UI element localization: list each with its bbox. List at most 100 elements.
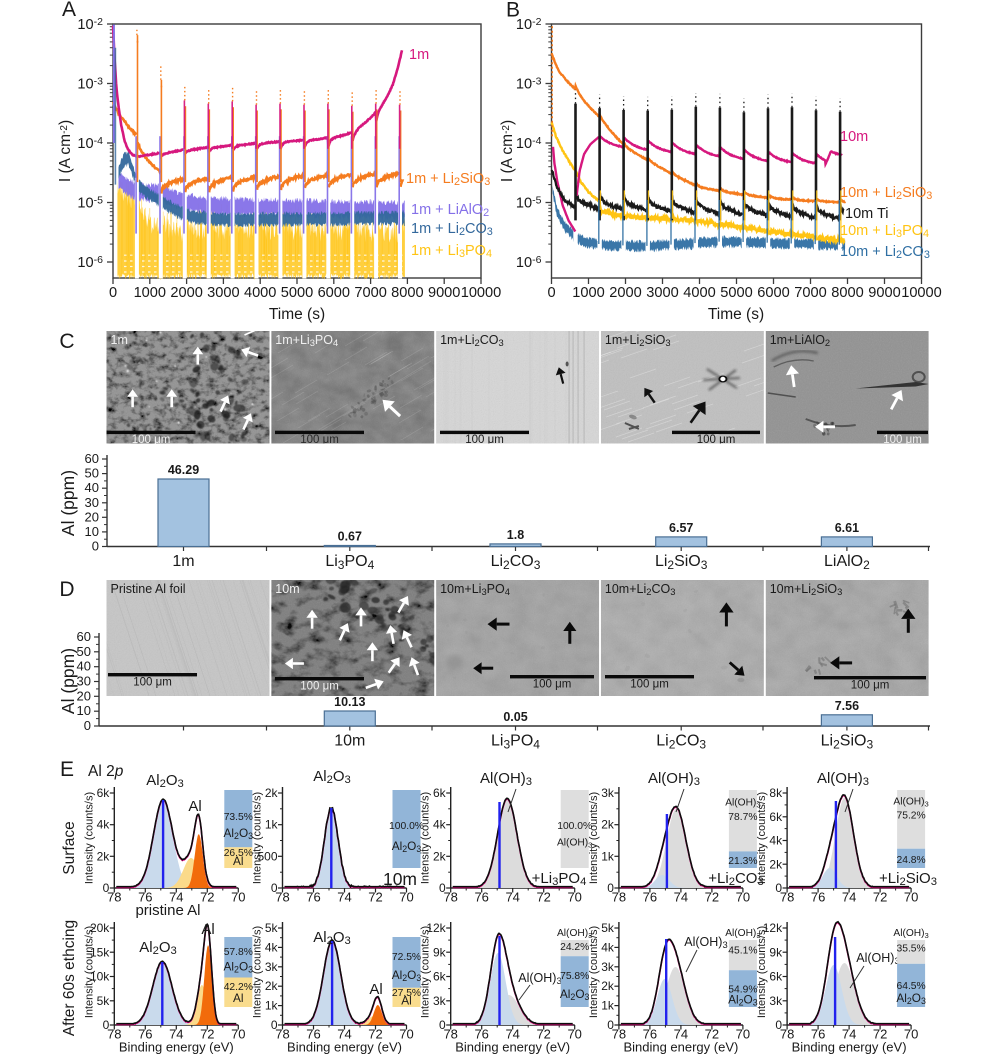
- svg-text:70: 70: [399, 890, 413, 905]
- svg-text:100 μm: 100 μm: [851, 679, 890, 691]
- svg-text:10m + Li2SiO3: 10m + Li2SiO3: [840, 185, 932, 202]
- svg-text:60: 60: [85, 451, 99, 466]
- svg-text:72: 72: [536, 890, 550, 905]
- svg-text:Intensity (counts/s): Intensity (counts/s): [756, 792, 768, 884]
- svg-text:100 μm: 100 μm: [630, 678, 669, 690]
- svg-text:2k: 2k: [265, 786, 279, 800]
- svg-text:75.8%: 75.8%: [560, 971, 589, 982]
- svg-text:10m: 10m: [383, 869, 417, 889]
- svg-text:6.61: 6.61: [835, 521, 859, 535]
- svg-text:Al(OH)3: Al(OH)3: [856, 951, 899, 966]
- svg-text:100 μm: 100 μm: [300, 680, 339, 692]
- svg-text:Li2SiO3: Li2SiO3: [821, 733, 874, 752]
- svg-text:0: 0: [547, 285, 555, 301]
- svg-text:Intensity (counts/s): Intensity (counts/s): [83, 926, 95, 1018]
- svg-text:4k: 4k: [769, 834, 783, 848]
- svg-text:8000: 8000: [391, 285, 423, 301]
- svg-text:+Li2SiO3: +Li2SiO3: [879, 870, 937, 888]
- svg-text:5k: 5k: [97, 994, 111, 1008]
- svg-text:Al(OH)3: Al(OH)3: [817, 770, 869, 788]
- svg-text:57.8%: 57.8%: [224, 947, 253, 958]
- svg-text:Al(OH)3: Al(OH)3: [648, 770, 700, 788]
- svg-text:72: 72: [200, 890, 214, 905]
- svg-text:9k: 9k: [769, 945, 783, 959]
- svg-text:76: 76: [643, 890, 657, 905]
- svg-text:pristine Al: pristine Al: [135, 902, 200, 919]
- svg-text:0.67: 0.67: [338, 530, 362, 544]
- svg-text:3000: 3000: [646, 285, 678, 301]
- svg-text:24.8%: 24.8%: [896, 855, 925, 866]
- svg-text:Time (s): Time (s): [269, 306, 325, 323]
- svg-text:100 μm: 100 μm: [533, 678, 572, 690]
- svg-text:9000: 9000: [868, 285, 900, 301]
- svg-text:Binding energy (eV): Binding energy (eV): [119, 1040, 234, 1055]
- svg-text:1k: 1k: [265, 999, 279, 1013]
- svg-text:Intensity (counts/s): Intensity (counts/s): [756, 926, 768, 1018]
- svg-text:Al(OH)3: Al(OH)3: [480, 770, 532, 788]
- svg-text:A: A: [62, 0, 76, 21]
- svg-text:0: 0: [439, 881, 446, 895]
- svg-text:2k: 2k: [769, 857, 783, 871]
- svg-text:6k: 6k: [433, 786, 447, 800]
- svg-text:3k: 3k: [601, 960, 615, 974]
- svg-text:Al(OH)3: Al(OH)3: [893, 797, 928, 809]
- svg-text:5000: 5000: [281, 285, 313, 301]
- svg-text:2000: 2000: [609, 285, 641, 301]
- svg-text:Al: Al: [369, 981, 382, 998]
- svg-text:30: 30: [77, 674, 91, 689]
- svg-text:21.3%: 21.3%: [728, 856, 757, 867]
- svg-text:2k: 2k: [433, 849, 447, 863]
- svg-text:100 μm: 100 μm: [133, 676, 172, 688]
- svg-text:7.56: 7.56: [835, 699, 859, 713]
- svg-text:Intensity (counts/s): Intensity (counts/s): [420, 792, 432, 884]
- svg-text:0: 0: [103, 881, 110, 895]
- svg-text:Time (s): Time (s): [708, 306, 764, 323]
- svg-text:6k: 6k: [769, 970, 783, 984]
- svg-text:10000: 10000: [901, 285, 942, 301]
- svg-text:Al (ppm): Al (ppm): [58, 470, 78, 536]
- svg-text:Li3PO4: Li3PO4: [491, 733, 540, 752]
- svg-text:24.2%: 24.2%: [560, 942, 589, 953]
- svg-text:5k: 5k: [601, 921, 615, 935]
- svg-text:75.2%: 75.2%: [896, 811, 925, 822]
- svg-text:74: 74: [505, 890, 519, 905]
- svg-text:60: 60: [77, 629, 91, 644]
- svg-text:50: 50: [85, 466, 99, 481]
- svg-text:7000: 7000: [354, 285, 386, 301]
- svg-text:6k: 6k: [433, 970, 447, 984]
- svg-text:0: 0: [271, 1018, 278, 1032]
- svg-text:0.05: 0.05: [503, 710, 527, 724]
- svg-text:1000: 1000: [572, 285, 604, 301]
- svg-text:7000: 7000: [794, 285, 826, 301]
- svg-text:10m+Li2CO3: 10m+Li2CO3: [605, 582, 676, 597]
- svg-text:0: 0: [439, 1018, 446, 1032]
- svg-text:10: 10: [77, 703, 91, 718]
- svg-text:2k: 2k: [97, 849, 111, 863]
- svg-text:6.57: 6.57: [669, 521, 693, 535]
- svg-text:10m+Li2SiO3: 10m+Li2SiO3: [770, 582, 843, 597]
- svg-text:Intensity (counts/s): Intensity (counts/s): [83, 792, 95, 884]
- svg-text:+Li3PO4: +Li3PO4: [532, 870, 587, 888]
- svg-text:4k: 4k: [601, 940, 615, 954]
- svg-text:1m: 1m: [111, 333, 128, 347]
- svg-text:Intensity (counts/s): Intensity (counts/s): [588, 792, 600, 884]
- svg-text:3k: 3k: [769, 994, 783, 1008]
- svg-text:Al: Al: [233, 854, 244, 868]
- svg-text:Li2SiO3: Li2SiO3: [655, 553, 708, 572]
- svg-text:8000: 8000: [831, 285, 863, 301]
- svg-text:Li3PO4: Li3PO4: [325, 553, 374, 572]
- svg-text:70: 70: [736, 890, 750, 905]
- svg-text:76: 76: [306, 890, 320, 905]
- svg-text:1m+Li2SiO3: 1m+Li2SiO3: [605, 333, 671, 348]
- svg-text:1m + LiAlO2: 1m + LiAlO2: [411, 202, 489, 219]
- svg-text:4k: 4k: [433, 818, 447, 832]
- svg-text:Intensity (counts/s): Intensity (counts/s): [252, 926, 264, 1018]
- svg-text:Al(OH)3: Al(OH)3: [684, 935, 727, 950]
- svg-text:Intensity (counts/s): Intensity (counts/s): [588, 926, 600, 1018]
- svg-text:6k: 6k: [97, 786, 111, 800]
- svg-text:70: 70: [904, 890, 918, 905]
- svg-text:9k: 9k: [433, 945, 447, 959]
- svg-text:1000: 1000: [134, 285, 166, 301]
- svg-text:Binding energy (eV): Binding energy (eV): [455, 1040, 570, 1055]
- svg-text:10m Ti: 10m Ti: [845, 206, 889, 222]
